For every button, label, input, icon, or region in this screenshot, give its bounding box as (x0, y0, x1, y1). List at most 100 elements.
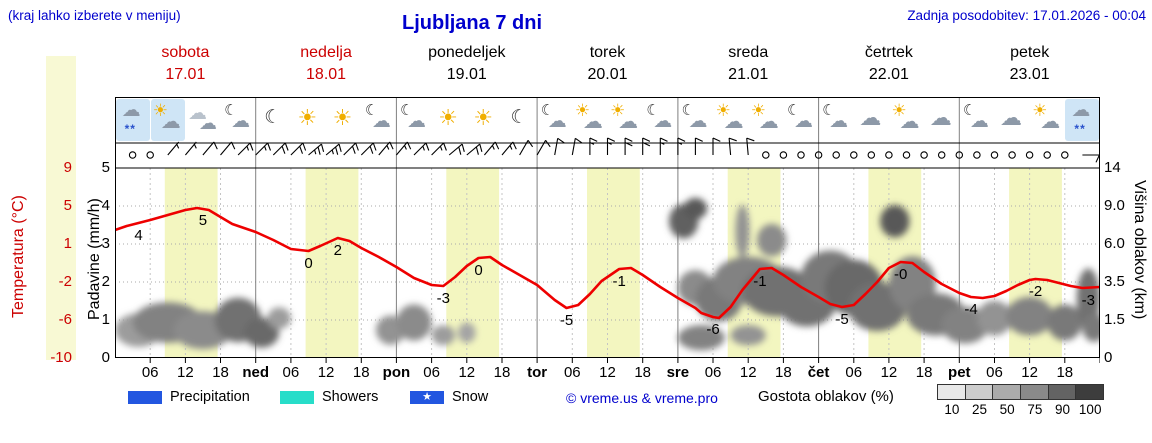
x-axis-hour-label: 06 (563, 364, 581, 381)
cloud-height-tick: 9.0 (1104, 197, 1125, 214)
svg-text:-0: -0 (894, 266, 907, 283)
sun-icon: ☀ (1032, 101, 1048, 120)
last-updated: Zadnja posodobitev: 17.01.2026 - 00:04 (907, 8, 1146, 23)
day-header-name: sobota (161, 44, 210, 61)
cloud-height-tick: 0 (1104, 349, 1113, 366)
moon-icon: ☾ (681, 102, 695, 119)
snow-swatch-icon: ★ (410, 390, 444, 404)
svg-text:-5: -5 (835, 311, 848, 328)
weather-icon-moon: ☾ (503, 99, 537, 141)
moon-icon: ☾ (962, 102, 977, 119)
cloud-height-tick: 1.5 (1104, 311, 1125, 328)
weather-icon-sun-cloud: ☀ ☁ (150, 99, 185, 141)
sun-icon: ☀ (473, 105, 494, 130)
cloud-icon: ☁ (793, 111, 813, 132)
temperature-tick: -10 (50, 349, 72, 366)
weather-icon-moon-cloud: ☾ ☁ (960, 99, 994, 141)
x-axis-hour-label: 06 (141, 364, 159, 381)
precipitation-swatch-icon (128, 390, 162, 404)
svg-text:-3: -3 (1082, 292, 1095, 309)
cloud-icon: ☁ (829, 111, 849, 132)
cloud-density-scale-value: 90 (1055, 402, 1071, 417)
moon-icon: ☾ (786, 102, 801, 119)
temperature-tick: -2 (58, 273, 72, 290)
location-hint: (kraj lahko izberete v meniju) (8, 8, 181, 23)
cloud-icon: ☁ (371, 111, 391, 132)
showers-swatch-icon (280, 390, 314, 404)
weather-icon-sun-cloud: ☀ ☁ (749, 99, 783, 141)
day-header-name: petek (1010, 44, 1050, 61)
copyright-link[interactable]: © vreme.us & vreme.pro (566, 390, 718, 406)
showers-legend-label: Showers (322, 389, 379, 405)
temperature-tick: -6 (58, 311, 72, 328)
svg-text:-3: -3 (437, 290, 450, 307)
day-header-date: 20.01 (587, 66, 628, 83)
x-axis-hour-label: 06 (423, 364, 440, 381)
weather-icon-moon-cloud: ☾ ☁ (362, 99, 396, 141)
legend-precipitation: Precipitation (128, 389, 250, 405)
x-axis-hour-label: 18 (352, 364, 370, 381)
cloud-icon: ☁ (859, 105, 882, 130)
x-axis-hour-label: 12 (880, 364, 898, 381)
precipitation-tick: 1 (101, 311, 110, 328)
weather-icon-moon: ☾ (256, 99, 290, 141)
x-axis-hour-label: 12 (599, 364, 616, 381)
weather-icon-cloud-snow: ☁ ** (1065, 99, 1100, 141)
cloud-density-scale-cell (992, 384, 1022, 400)
precipitation-legend-label: Precipitation (170, 389, 250, 405)
weather-icon-sun: ☀ (327, 99, 361, 141)
cloud-icon: ☁ (407, 111, 427, 132)
cloud-icon: ☁ (1071, 100, 1091, 121)
page-title: Ljubljana 7 dni (401, 12, 542, 34)
cloud-height-tick: 14 (1104, 159, 1121, 176)
sun-icon: ☀ (610, 101, 626, 120)
day-header-date: 18.01 (306, 66, 347, 83)
cloud-icon: ☁ (121, 100, 141, 121)
weather-icon-sun-cloud: ☀ ☁ (714, 99, 748, 141)
cloud-icon: ☁ (187, 103, 207, 124)
cloud-density-scale-cell (1020, 384, 1049, 400)
cloud-icon: ☁ (231, 111, 251, 132)
precipitation-tick: 5 (101, 159, 110, 176)
temperature-tick: 5 (63, 197, 72, 214)
weather-icon-sun: ☀ (432, 99, 466, 141)
cloud-density-scale-value: 25 (971, 402, 988, 417)
x-axis-hour-label: 18 (1056, 364, 1074, 381)
snow-legend-label: Snow (452, 389, 489, 405)
x-axis-hour-label: 12 (317, 364, 335, 381)
temperature-axis-label: Temperatura (°C) (10, 195, 27, 318)
svg-text:2: 2 (334, 242, 342, 259)
x-axis-hour-label: 18 (212, 364, 229, 381)
weather-icon-sun-cloud: ☀ ☁ (608, 99, 642, 141)
legend-showers: Showers (280, 389, 378, 405)
svg-text:-4: -4 (964, 301, 977, 318)
precipitation-tick: 2 (101, 273, 110, 290)
cloud-height-tick: 3.5 (1104, 273, 1125, 290)
cloud-icon: ☁ (723, 111, 744, 133)
snowflakes-icon: ** (124, 122, 136, 136)
weather-icon-cloud: ☁ (925, 99, 959, 141)
temperature-tick: 1 (63, 235, 72, 252)
sun-icon: ☀ (891, 101, 907, 120)
svg-text:-1: -1 (753, 273, 766, 290)
weather-icon-cloud: ☁ (995, 99, 1029, 141)
weather-icon-moon-cloud: ☾ ☁ (221, 99, 255, 141)
cloud-icon: ☁ (198, 113, 217, 133)
precipitation-tick: 0 (101, 349, 110, 366)
moon-icon: ☾ (510, 107, 528, 128)
moon-icon: ☾ (224, 102, 238, 119)
svg-text:-6: -6 (706, 321, 719, 338)
x-axis-day-label: ned (242, 364, 270, 381)
moon-icon: ☾ (364, 102, 379, 119)
cloud-density-scale-value: 100 (1078, 402, 1102, 417)
day-header-date: 21.01 (728, 66, 769, 83)
cloud-density-blobs (115, 197, 1100, 351)
cloud-density-scale-cell (937, 384, 966, 400)
svg-text:0: 0 (304, 255, 312, 272)
svg-text:-5: -5 (560, 312, 573, 329)
weather-icon-moon-cloud: ☾ ☁ (784, 99, 818, 141)
cloud-icon: ☁ (969, 111, 989, 132)
cloud-icon: ☁ (582, 111, 603, 133)
cloud-icon: ☁ (758, 111, 779, 133)
